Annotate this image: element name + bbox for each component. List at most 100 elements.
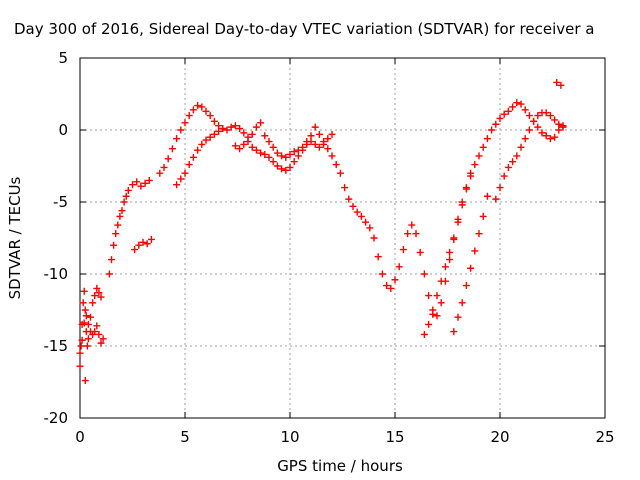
data-point — [404, 230, 412, 238]
series-1 — [76, 99, 567, 370]
data-point — [517, 143, 525, 151]
data-point — [509, 158, 517, 166]
data-point — [273, 162, 281, 170]
data-point — [286, 163, 294, 171]
data-point — [336, 169, 344, 177]
data-point — [504, 107, 512, 115]
data-point — [525, 126, 533, 134]
data-point — [122, 192, 130, 200]
data-point — [76, 362, 84, 370]
data-point — [77, 342, 85, 350]
data-point — [257, 149, 265, 157]
data-point — [135, 241, 143, 249]
data-point — [488, 126, 496, 134]
data-point — [467, 169, 475, 177]
data-point — [483, 192, 491, 200]
data-point — [273, 149, 281, 157]
data-point — [95, 289, 103, 297]
data-point — [248, 130, 256, 138]
data-point — [471, 161, 479, 169]
x-axis: 0 5 10 15 20 25 — [75, 58, 615, 446]
x-tick-label: 0 — [75, 428, 85, 446]
data-point — [462, 185, 470, 193]
y-tick-label: -15 — [44, 337, 69, 355]
data-point — [181, 169, 189, 177]
data-point — [236, 145, 244, 153]
data-point — [345, 195, 353, 203]
data-point — [542, 109, 550, 117]
data-point — [177, 126, 185, 134]
data-point — [555, 120, 563, 128]
data-point — [475, 152, 483, 160]
data-point — [112, 230, 120, 238]
data-point — [315, 130, 323, 138]
data-point — [450, 234, 458, 242]
data-point — [458, 201, 466, 209]
data-point — [131, 246, 139, 254]
data-point — [185, 112, 193, 120]
data-point — [366, 224, 374, 232]
data-point — [194, 146, 202, 154]
data-point — [227, 123, 235, 131]
data-point — [425, 292, 433, 300]
data-point — [341, 184, 349, 192]
data-points — [76, 78, 567, 385]
data-point — [78, 336, 86, 344]
data-point — [252, 146, 260, 154]
data-point — [324, 135, 332, 143]
data-point — [206, 133, 214, 141]
data-point — [534, 123, 542, 131]
data-point — [236, 125, 244, 133]
data-point — [525, 112, 533, 120]
data-point — [145, 176, 153, 184]
x-tick-label: 15 — [385, 428, 404, 446]
y-axis: -20 -15 -10 -5 0 5 — [44, 49, 605, 427]
data-point — [315, 143, 323, 151]
data-point — [189, 153, 197, 161]
data-point — [133, 178, 141, 186]
data-point — [244, 138, 252, 146]
data-point — [177, 175, 185, 183]
data-point — [311, 123, 319, 131]
x-tick-label: 25 — [595, 428, 614, 446]
data-point — [282, 166, 290, 174]
data-point — [91, 328, 99, 336]
data-point — [240, 140, 248, 148]
data-point — [265, 138, 273, 146]
data-point — [173, 181, 181, 189]
data-point — [84, 335, 92, 343]
y-tick-label: 0 — [58, 121, 68, 139]
data-point — [181, 119, 189, 127]
x-axis-label: GPS time / hours — [277, 457, 403, 475]
data-point — [420, 270, 428, 278]
data-point — [399, 246, 407, 254]
data-point — [441, 263, 449, 271]
data-point — [160, 163, 168, 171]
data-point — [278, 152, 286, 160]
data-point — [475, 230, 483, 238]
x-tick-label: 20 — [490, 428, 509, 446]
data-point — [81, 306, 89, 314]
data-point — [219, 125, 227, 133]
series-2 — [76, 78, 567, 385]
data-point — [202, 136, 210, 144]
data-point — [370, 234, 378, 242]
data-point — [416, 248, 424, 256]
chart-title: Day 300 of 2016, Sidereal Day-to-day VTE… — [14, 20, 595, 38]
data-point — [282, 153, 290, 161]
data-point — [97, 339, 105, 347]
data-point — [513, 152, 521, 160]
y-tick-label: 5 — [58, 49, 68, 67]
data-point — [454, 218, 462, 226]
data-point — [551, 133, 559, 141]
data-point — [114, 221, 122, 229]
data-point — [546, 135, 554, 143]
data-point — [374, 253, 382, 261]
plot-frame — [79, 57, 606, 419]
data-point — [433, 292, 441, 300]
data-point — [198, 140, 206, 148]
data-point — [425, 320, 433, 328]
data-point — [542, 132, 550, 140]
data-point — [546, 112, 554, 120]
